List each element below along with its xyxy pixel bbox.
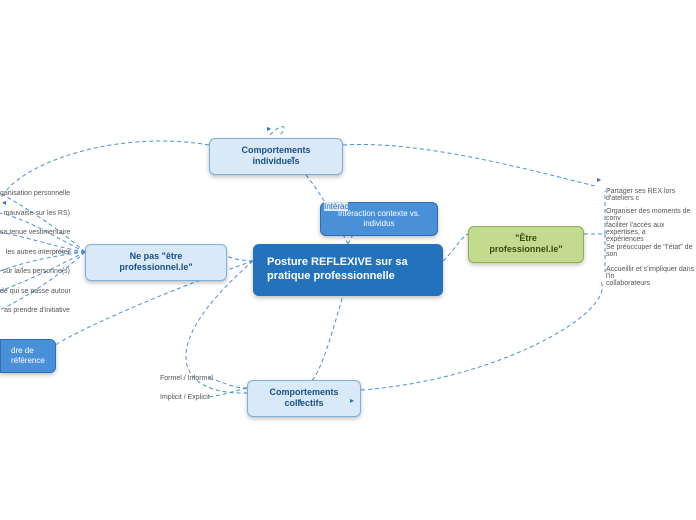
connector-edge	[5, 141, 209, 192]
leaf-collectif: Formel / Informel	[160, 375, 213, 382]
arrow-icon: ▾	[291, 154, 295, 163]
connector-edge	[443, 234, 468, 261]
leaf-right: Se préoccuper de "l'état" de son	[606, 244, 696, 258]
connector-edge	[207, 378, 247, 388]
center-label: Posture REFLEXIVE sur sa pratique profes…	[267, 256, 408, 282]
node-cadre-reference[interactable]: dre de référence	[0, 339, 56, 373]
leaf-left: ganisation personnelle	[0, 190, 70, 197]
connector-edge	[0, 193, 85, 252]
leaf-right: Partager ses REX lors d'ateliers c	[606, 188, 696, 202]
connector-edge	[361, 280, 602, 390]
node-ne-pas-etre-pro[interactable]: Ne pas "être professionnel.le"	[85, 244, 227, 281]
arrow-icon: ▸	[267, 124, 271, 133]
node-label: "Être professionnel.le"	[489, 233, 562, 254]
node-label: dre de référence	[11, 346, 45, 365]
center-node[interactable]: Posture REFLEXIVE sur sa pratique profes…	[253, 244, 443, 296]
node-comportements-individuels[interactable]: Comportements individuels	[209, 138, 343, 175]
leaf-right: Accueillir et s'impliquer dans l'in coll…	[606, 266, 696, 287]
interaction-tag: Intérac	[324, 202, 348, 211]
leaf-left: sa tenue vestimentaire	[0, 229, 70, 236]
arrow-icon: ▸	[597, 175, 601, 184]
connector-edge	[186, 261, 253, 393]
connector-edge	[0, 252, 85, 310]
mindmap-canvas: { "type": "mindmap", "background_color":…	[0, 0, 696, 520]
leaf-left: de qui se passe autour	[0, 288, 70, 295]
connector-edge	[225, 252, 253, 261]
leaf-right: Organiser des moments de conv faciliter …	[606, 208, 696, 243]
node-label: Comportements individuels	[241, 145, 310, 166]
arrow-icon: ◂	[2, 198, 6, 207]
node-comportements-collectifs[interactable]: Comportements collectifs	[247, 380, 361, 417]
leaf-left: mauvaise sur les RS)	[0, 210, 70, 217]
connector-edge	[207, 388, 247, 397]
node-label: Ne pas "être professionnel.le"	[119, 251, 192, 272]
leaf-left: les autres interpréter	[0, 249, 70, 256]
connector-edge	[343, 144, 595, 186]
node-etre-professionnel[interactable]: "Être professionnel.le"	[468, 226, 584, 263]
connector-edge	[270, 127, 284, 135]
arrow-icon: ◂	[297, 396, 301, 405]
leaf-collectif: Implicit / Explicit	[160, 394, 210, 401]
leaf-left: sur la/les personne(s)	[0, 268, 70, 275]
node-label: Comportements collectifs	[269, 387, 338, 408]
leaf-left: as prendre d'initiative	[0, 307, 70, 314]
node-label: Intéraction contexte vs. individus	[338, 209, 420, 228]
arrow-icon: ▸	[350, 396, 354, 405]
